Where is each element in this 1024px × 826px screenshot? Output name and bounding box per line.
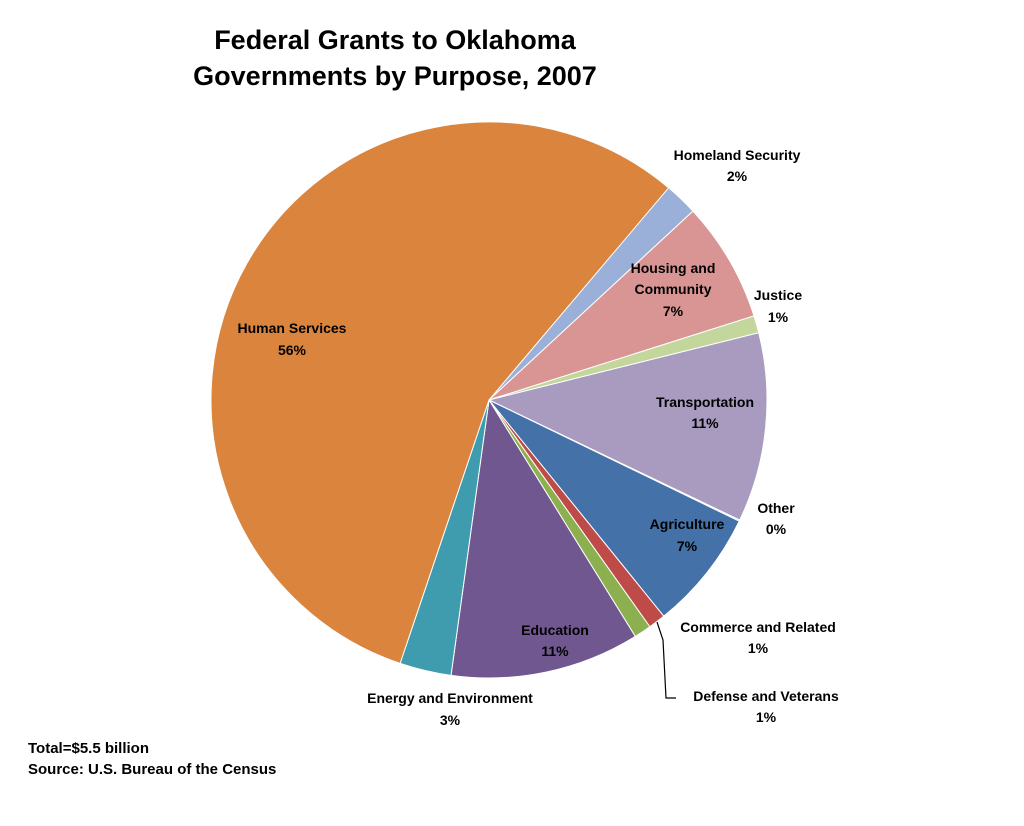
- label-justice-name: Justice: [754, 287, 802, 303]
- label-energy-name: Energy and Environment: [367, 690, 533, 706]
- pie-slices: [210, 121, 768, 679]
- label-education-name: Education: [521, 622, 589, 638]
- label-homeland-pct: 2%: [727, 168, 748, 184]
- pie-slice-agriculture: [488, 399, 740, 617]
- footnote-source: Source: U.S. Bureau of the Census: [28, 761, 277, 778]
- chart-title: Federal Grants to Oklahoma Governments b…: [150, 22, 640, 94]
- label-housing-name-2: Community: [635, 281, 712, 297]
- label-defense-name: Defense and Veterans: [693, 688, 839, 704]
- label-commerce-pct: 1%: [748, 640, 769, 656]
- label-energy-pct: 3%: [440, 712, 461, 728]
- label-justice-pct: 1%: [768, 309, 789, 325]
- pie-slice-human: [210, 121, 670, 665]
- chart-footnotes: Total=$5.5 billion Source: U.S. Bureau o…: [28, 738, 276, 780]
- label-housing-pct: 7%: [663, 303, 684, 319]
- label-education-pct: 11%: [541, 643, 569, 659]
- footnote-total: Total=$5.5 billion: [28, 740, 149, 757]
- label-agriculture-name: Agriculture: [650, 516, 725, 532]
- label-homeland-name: Homeland Security: [674, 147, 801, 163]
- pie-slice-education: [450, 398, 636, 679]
- leader-line-other: [656, 621, 676, 699]
- label-housing-name-1: Housing and: [631, 260, 716, 276]
- chart-title-line-1: Federal Grants to Oklahoma: [214, 25, 576, 55]
- chart-title-line-2: Governments by Purpose, 2007: [193, 61, 597, 91]
- label-commerce-name: Commerce and Related: [680, 619, 836, 635]
- label-agriculture-pct: 7%: [677, 538, 698, 554]
- label-defense-pct: 1%: [756, 709, 777, 725]
- label-transportation-name: Transportation: [656, 394, 754, 410]
- leader-lines: [656, 621, 676, 699]
- label-other-name: Other: [757, 500, 795, 516]
- label-human-name: Human Services: [238, 320, 347, 336]
- label-human-pct: 56%: [278, 342, 307, 358]
- label-other-pct: 0%: [766, 521, 787, 537]
- pie-slice-transportation: [487, 332, 768, 521]
- label-transportation-pct: 11%: [691, 415, 719, 431]
- pie-slice-housing: [488, 210, 755, 401]
